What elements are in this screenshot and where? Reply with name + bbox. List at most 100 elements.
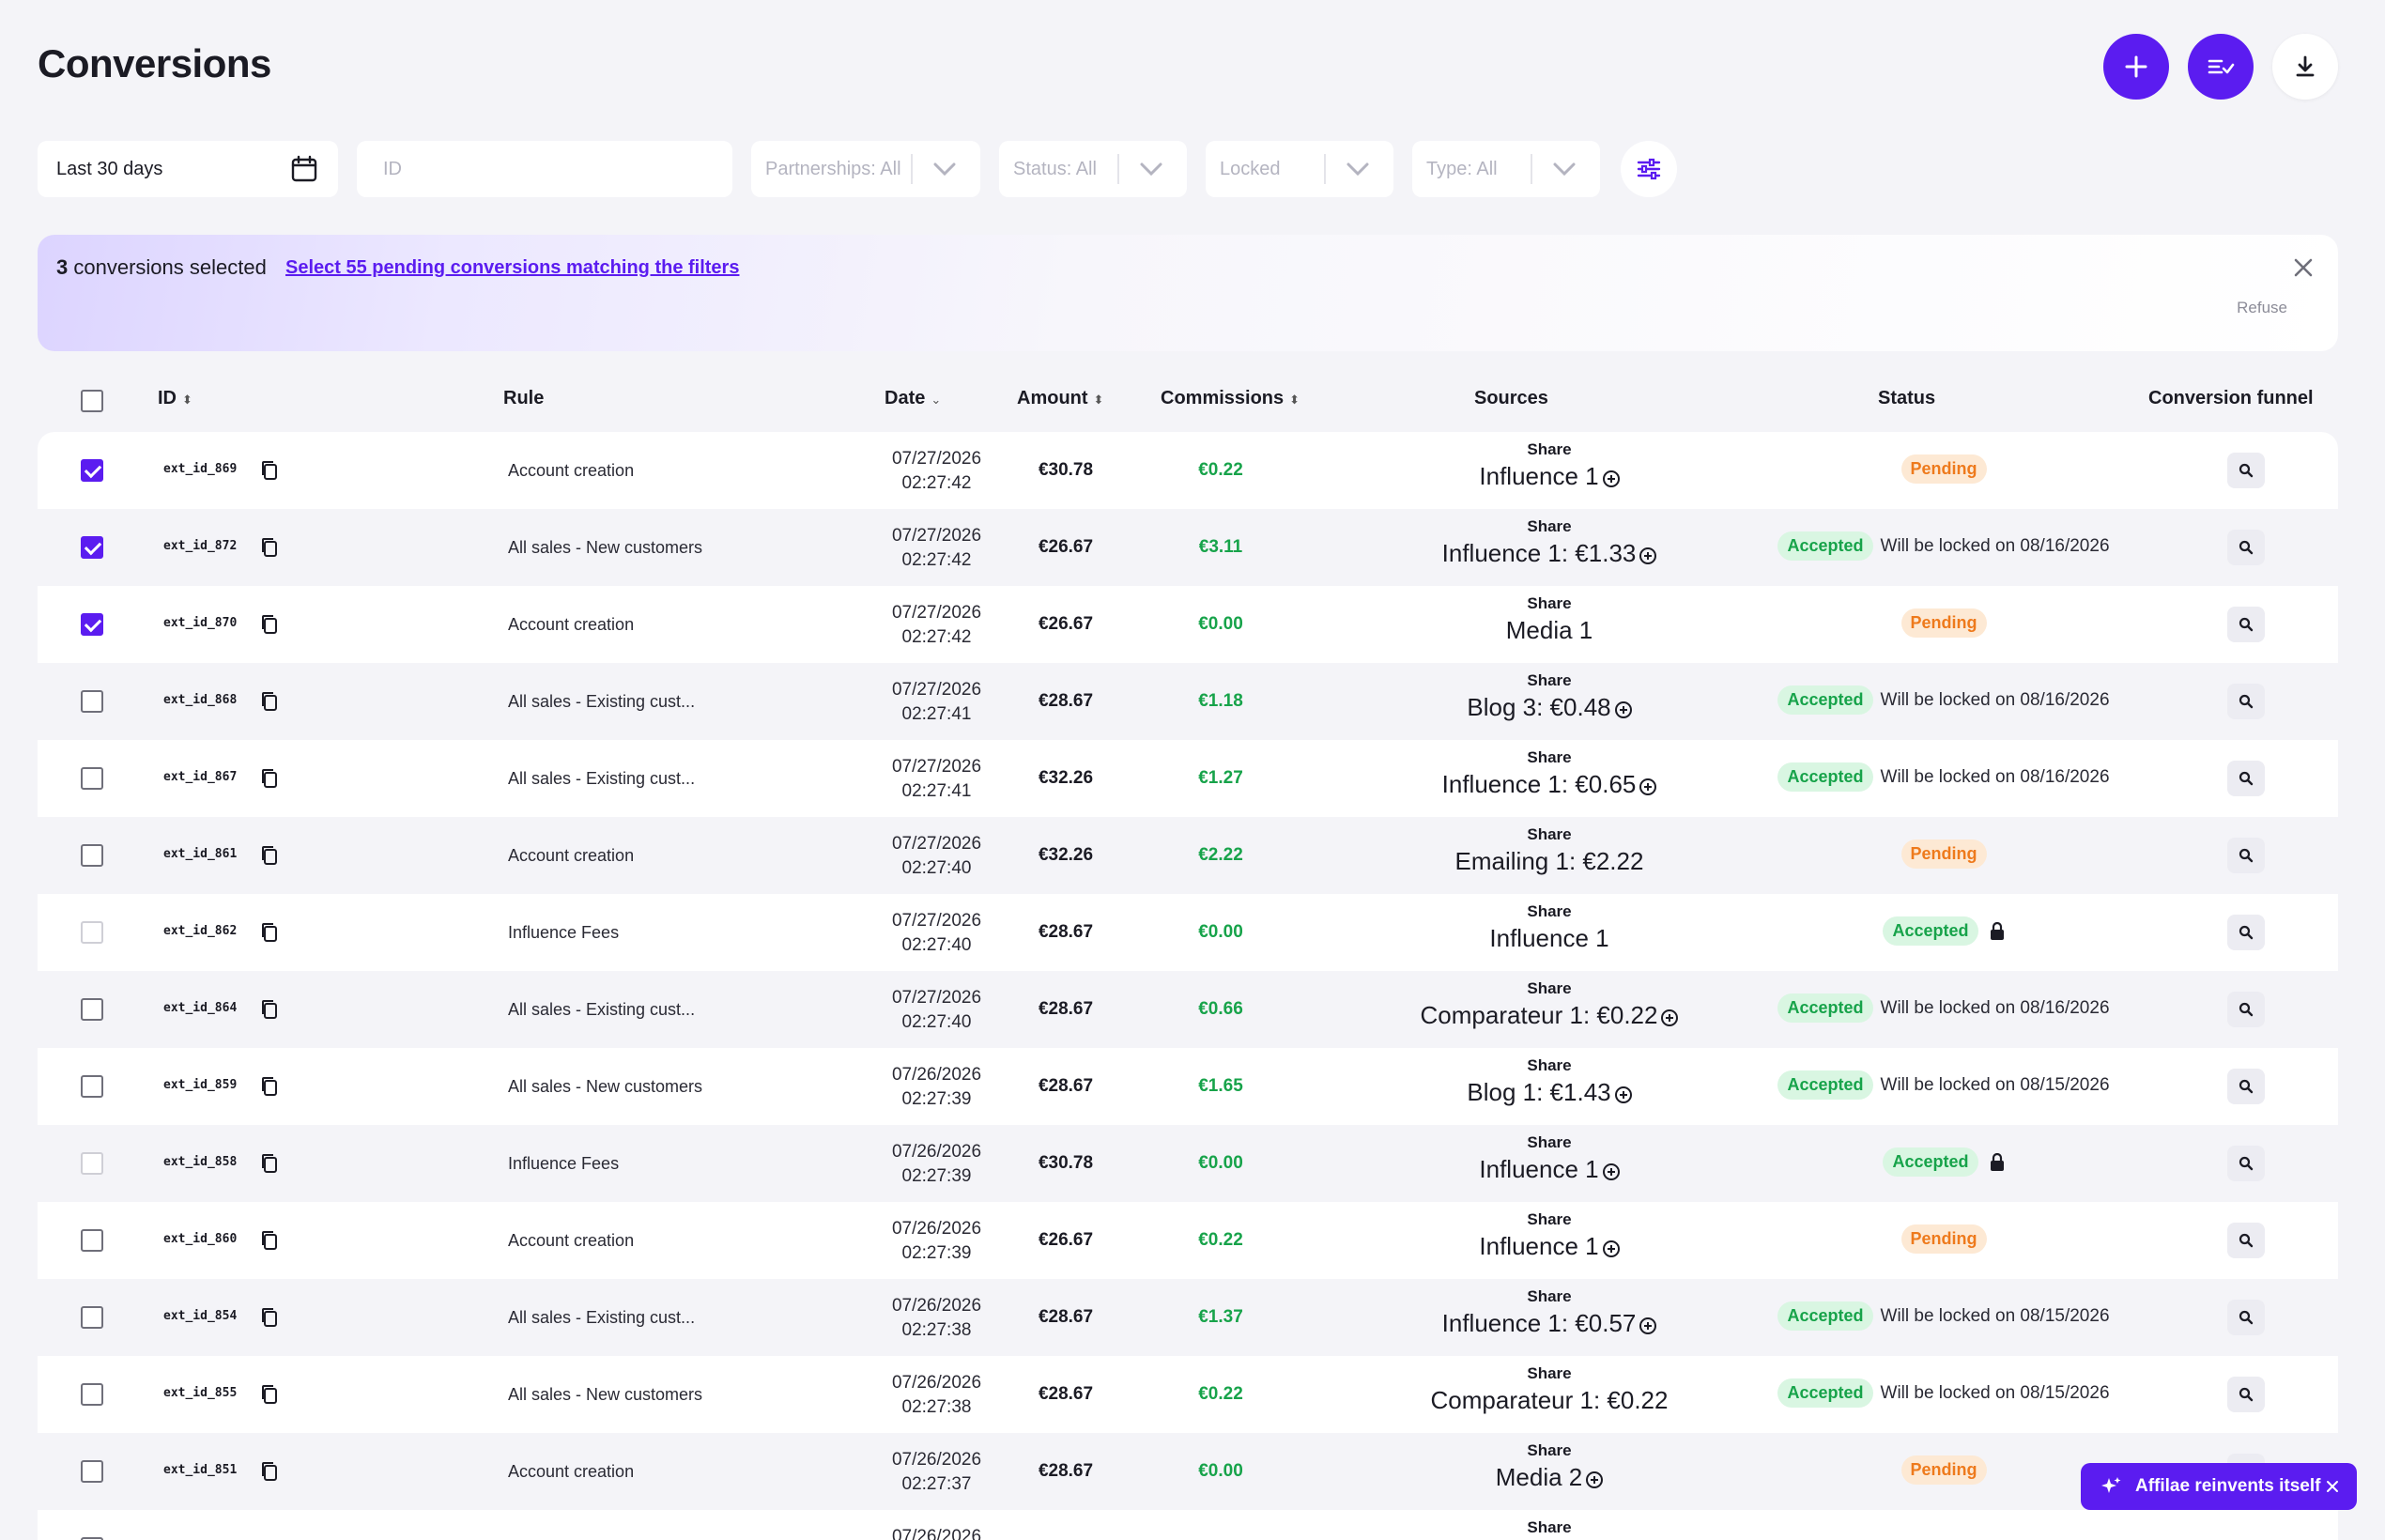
- plus-circle-icon[interactable]: [1661, 1009, 1679, 1026]
- plus-circle-icon[interactable]: [1639, 778, 1657, 795]
- bulk-validate-button[interactable]: [2188, 34, 2254, 100]
- view-funnel-button[interactable]: [2227, 761, 2265, 796]
- row-checkbox[interactable]: [81, 459, 103, 482]
- close-icon[interactable]: [2289, 254, 2317, 282]
- sort-icon: ⬍: [1093, 393, 1104, 407]
- plus-circle-icon[interactable]: [1602, 1163, 1620, 1180]
- view-funnel-button[interactable]: [2227, 1069, 2265, 1104]
- table-row[interactable]: ext_id_859 All sales - New customers 07/26…: [38, 1048, 2338, 1125]
- row-checkbox[interactable]: [81, 844, 103, 867]
- id-search-field[interactable]: ID: [357, 141, 732, 197]
- column-header-commissions[interactable]: Commissions ⬍: [1161, 388, 1300, 409]
- plus-circle-icon[interactable]: [1586, 1471, 1604, 1488]
- copy-icon[interactable]: [259, 1152, 280, 1175]
- close-icon[interactable]: [2325, 1479, 2340, 1494]
- locked-filter[interactable]: Locked: [1206, 141, 1393, 197]
- time-value: 02:27:40: [901, 858, 972, 878]
- download-button[interactable]: [2272, 34, 2338, 100]
- table-row[interactable]: ext_id_868 All sales - Existing cust... 07…: [38, 663, 2338, 740]
- table-row[interactable]: ext_id_860 Account creation 07/26/2026 02:2…: [38, 1202, 2338, 1279]
- row-checkbox[interactable]: [81, 690, 103, 713]
- view-funnel-button[interactable]: [2227, 992, 2265, 1027]
- copy-icon[interactable]: [259, 536, 280, 559]
- table-row[interactable]: ext_id_851 Account creation 07/26/2026 02:2…: [38, 1433, 2338, 1510]
- copy-icon[interactable]: [259, 767, 280, 790]
- view-funnel-button[interactable]: [2227, 1146, 2265, 1181]
- copy-icon[interactable]: [259, 459, 280, 482]
- view-funnel-button[interactable]: [2227, 607, 2265, 642]
- plus-circle-icon[interactable]: [1639, 547, 1657, 564]
- plus-circle-icon[interactable]: [1614, 1086, 1632, 1103]
- column-header-amount[interactable]: Amount ⬍: [1017, 388, 1103, 409]
- time-value: 02:27:38: [901, 1320, 972, 1340]
- table-row[interactable]: ext_id_870 Account creation 07/27/2026 02:2…: [38, 586, 2338, 663]
- rule-name: Account creation: [508, 1462, 635, 1481]
- partnerships-filter[interactable]: Partnerships: All: [751, 141, 980, 197]
- refuse-button[interactable]: Refuse: [2237, 299, 2287, 316]
- table-row[interactable]: ext_id_855 All sales - New customers 07/26…: [38, 1356, 2338, 1433]
- search-icon: [2239, 540, 2254, 555]
- plus-circle-icon[interactable]: [1602, 470, 1620, 487]
- select-all-pending-link[interactable]: Select 55 pending conversions matching t…: [285, 257, 740, 278]
- copy-icon[interactable]: [259, 1460, 280, 1483]
- table-row[interactable]: ext_id_861 Account creation 07/27/2026 02:2…: [38, 817, 2338, 894]
- table-row[interactable]: ext_id_858 Influence Fees 07/26/2026 02:27:…: [38, 1125, 2338, 1202]
- copy-icon[interactable]: [259, 1306, 280, 1329]
- conversion-date: 07/27/2026 02:27:40: [864, 832, 1009, 881]
- row-checkbox[interactable]: [81, 1075, 103, 1098]
- copy-icon[interactable]: [259, 1075, 280, 1098]
- table-row[interactable]: ext_id_867 All sales - Existing cust... 07…: [38, 740, 2338, 817]
- select-all-checkbox[interactable]: [81, 390, 103, 412]
- view-funnel-button[interactable]: [2227, 1223, 2265, 1258]
- view-funnel-button[interactable]: [2227, 684, 2265, 719]
- add-conversion-button[interactable]: [2103, 34, 2169, 100]
- copy-icon[interactable]: [259, 1229, 280, 1252]
- column-header-id[interactable]: ID ⬍: [158, 388, 192, 409]
- type-filter[interactable]: Type: All: [1412, 141, 1600, 197]
- copy-icon[interactable]: [259, 690, 280, 713]
- row-checkbox[interactable]: [81, 613, 103, 636]
- copy-icon[interactable]: [259, 613, 280, 636]
- row-checkbox[interactable]: [81, 1460, 103, 1483]
- conversion-date: 07/27/2026 02:27:40: [864, 986, 1009, 1035]
- date-range-picker[interactable]: Last 30 days: [38, 141, 338, 197]
- row-checkbox[interactable]: [81, 998, 103, 1021]
- view-funnel-button[interactable]: [2227, 915, 2265, 950]
- advanced-filters-button[interactable]: [1621, 141, 1677, 197]
- table-row[interactable]: ext_id_854 All sales - Existing cust... 07…: [38, 1279, 2338, 1356]
- row-checkbox[interactable]: [81, 536, 103, 559]
- table-row[interactable]: 07/26/2026 Share: [38, 1510, 2338, 1540]
- source-cell: Share Emailing 1: €2.22: [1362, 824, 1737, 877]
- copy-icon[interactable]: [259, 921, 280, 944]
- time-value: 02:27:41: [901, 704, 972, 724]
- column-header-date[interactable]: Date ⌄: [885, 388, 941, 409]
- copy-icon[interactable]: [259, 844, 280, 867]
- source-name: Media 2: [1495, 1463, 1583, 1491]
- view-funnel-button[interactable]: [2227, 1300, 2265, 1335]
- date-value: 07/26/2026: [891, 1142, 982, 1162]
- rule-name: All sales - Existing cust...: [508, 769, 696, 788]
- view-funnel-button[interactable]: [2227, 453, 2265, 488]
- promo-banner[interactable]: Affilae reinvents itself: [2081, 1463, 2357, 1510]
- view-funnel-button[interactable]: [2227, 838, 2265, 873]
- table-row[interactable]: ext_id_864 All sales - Existing cust... 07…: [38, 971, 2338, 1048]
- search-icon: [2239, 1310, 2254, 1325]
- row-checkbox[interactable]: [81, 1229, 103, 1252]
- status-filter[interactable]: Status: All: [999, 141, 1187, 197]
- plus-circle-icon[interactable]: [1639, 1317, 1657, 1334]
- copy-icon[interactable]: [259, 1383, 280, 1406]
- row-checkbox[interactable]: [81, 1306, 103, 1329]
- view-funnel-button[interactable]: [2227, 1377, 2265, 1412]
- table-row[interactable]: ext_id_862 Influence Fees 07/27/2026 02:27:…: [38, 894, 2338, 971]
- table-row[interactable]: ext_id_869 Account creation 07/27/2026 02:2…: [38, 432, 2338, 509]
- plus-circle-icon[interactable]: [1614, 701, 1632, 718]
- row-checkbox[interactable]: [81, 767, 103, 790]
- plus-circle-icon[interactable]: [1602, 1240, 1620, 1257]
- row-checkbox[interactable]: [81, 1383, 103, 1406]
- table-row[interactable]: ext_id_872 All sales - New customers 07/27…: [38, 509, 2338, 586]
- row-checkbox[interactable]: [81, 1537, 103, 1540]
- view-funnel-button[interactable]: [2227, 530, 2265, 565]
- copy-icon[interactable]: [259, 998, 280, 1021]
- partnerships-filter-value: Partnerships: All: [765, 158, 901, 179]
- conversion-date: 07/27/2026 02:27:41: [864, 755, 1009, 804]
